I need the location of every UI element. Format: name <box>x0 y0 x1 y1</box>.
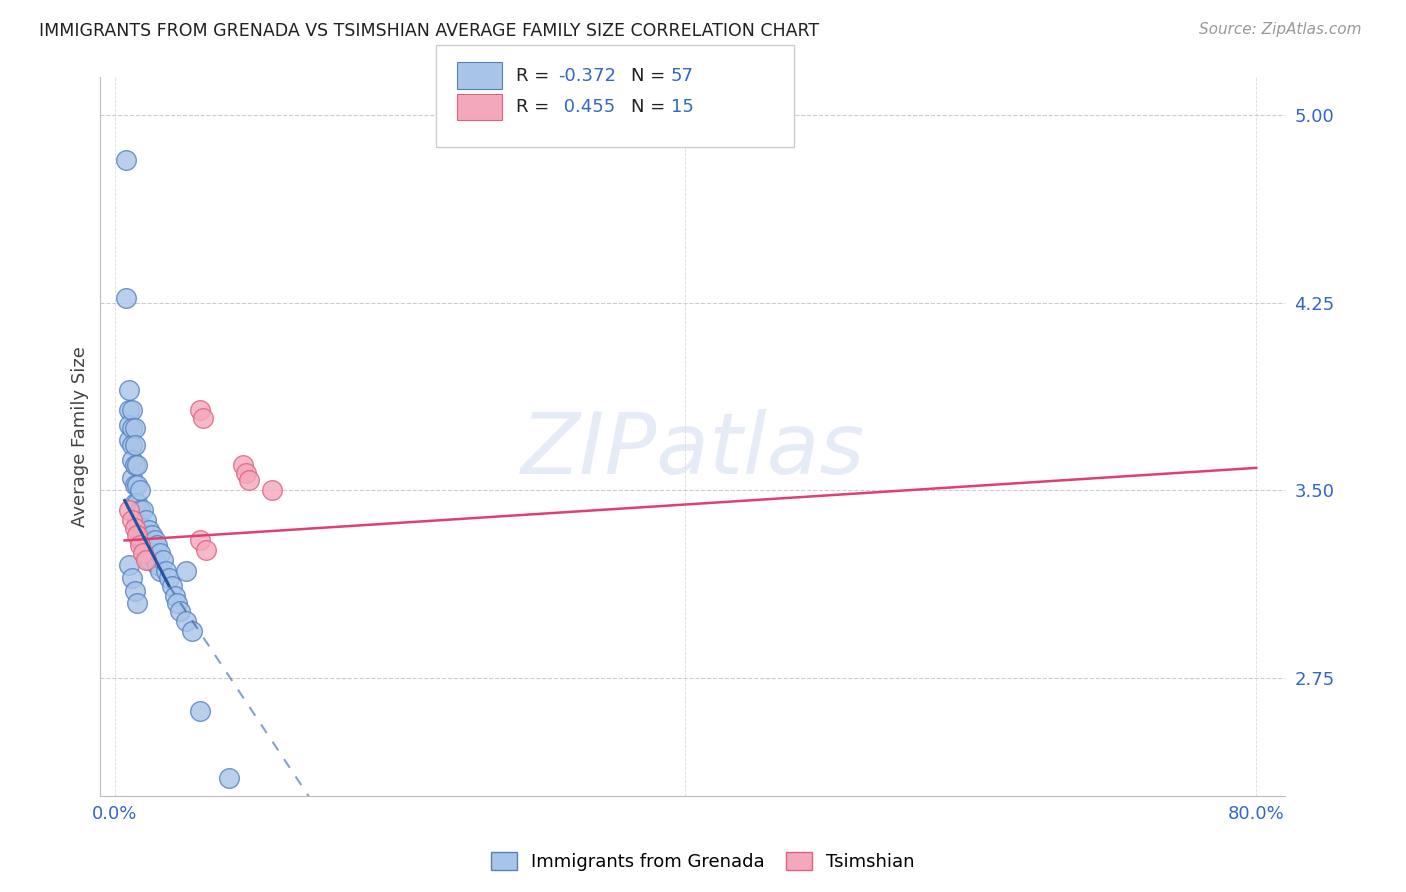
Point <box>194 543 217 558</box>
Point <box>218 771 240 785</box>
Point <box>157 571 180 585</box>
Point <box>143 533 166 548</box>
Point <box>138 524 160 538</box>
Point <box>152 553 174 567</box>
Point <box>127 458 149 473</box>
Point <box>124 458 146 473</box>
Point <box>143 553 166 567</box>
Point <box>191 410 214 425</box>
Point <box>129 483 152 498</box>
Point <box>115 291 138 305</box>
Point <box>121 438 143 452</box>
Point <box>118 434 141 448</box>
Point <box>135 553 157 567</box>
Point <box>232 458 254 473</box>
Text: R =: R = <box>516 67 555 85</box>
Point <box>188 533 211 548</box>
Point <box>174 614 197 628</box>
Point <box>129 533 152 548</box>
Point <box>118 558 141 573</box>
Point <box>121 513 143 527</box>
Point <box>124 478 146 492</box>
Point <box>124 496 146 510</box>
Point <box>135 513 157 527</box>
Point <box>169 603 191 617</box>
Point <box>121 471 143 485</box>
Point <box>166 596 188 610</box>
Point <box>115 153 138 167</box>
Point <box>260 483 283 498</box>
Point <box>132 546 155 560</box>
Point <box>129 518 152 533</box>
Point <box>118 384 141 398</box>
Point <box>135 528 157 542</box>
Point <box>121 453 143 467</box>
Point <box>121 421 143 435</box>
Point <box>238 474 260 488</box>
Point <box>149 546 172 560</box>
Point <box>138 553 160 567</box>
Text: R =: R = <box>516 98 555 116</box>
Point <box>188 704 211 718</box>
Point <box>118 503 141 517</box>
Point <box>118 418 141 433</box>
Point <box>129 503 152 517</box>
Point <box>132 521 155 535</box>
Text: ZIPatlas: ZIPatlas <box>520 409 865 492</box>
Text: N =: N = <box>631 67 671 85</box>
Point <box>141 528 163 542</box>
Point <box>127 513 149 527</box>
Point <box>118 403 141 417</box>
Point <box>141 546 163 560</box>
Point <box>180 624 202 638</box>
Point <box>146 539 169 553</box>
Text: 0.455: 0.455 <box>558 98 616 116</box>
Point <box>188 403 211 417</box>
Text: 15: 15 <box>671 98 693 116</box>
Point <box>124 421 146 435</box>
Point <box>127 528 149 542</box>
Point <box>138 539 160 553</box>
Legend: Immigrants from Grenada, Tsimshian: Immigrants from Grenada, Tsimshian <box>484 846 922 879</box>
Point <box>129 539 152 553</box>
Point <box>132 503 155 517</box>
Text: -0.372: -0.372 <box>558 67 616 85</box>
Point <box>124 438 146 452</box>
Point <box>160 578 183 592</box>
Point <box>149 564 172 578</box>
Point <box>146 558 169 573</box>
Y-axis label: Average Family Size: Average Family Size <box>72 346 89 527</box>
Point <box>135 546 157 560</box>
Text: Source: ZipAtlas.com: Source: ZipAtlas.com <box>1198 22 1361 37</box>
Point <box>124 521 146 535</box>
Point <box>121 571 143 585</box>
Text: IMMIGRANTS FROM GRENADA VS TSIMSHIAN AVERAGE FAMILY SIZE CORRELATION CHART: IMMIGRANTS FROM GRENADA VS TSIMSHIAN AVE… <box>39 22 820 40</box>
Point <box>163 589 186 603</box>
Point <box>121 403 143 417</box>
Point <box>127 496 149 510</box>
Point <box>132 539 155 553</box>
Text: 57: 57 <box>671 67 693 85</box>
Point <box>127 478 149 492</box>
Text: N =: N = <box>631 98 671 116</box>
Point <box>127 596 149 610</box>
Point <box>235 466 257 480</box>
Point <box>124 583 146 598</box>
Point <box>155 564 177 578</box>
Point <box>174 564 197 578</box>
